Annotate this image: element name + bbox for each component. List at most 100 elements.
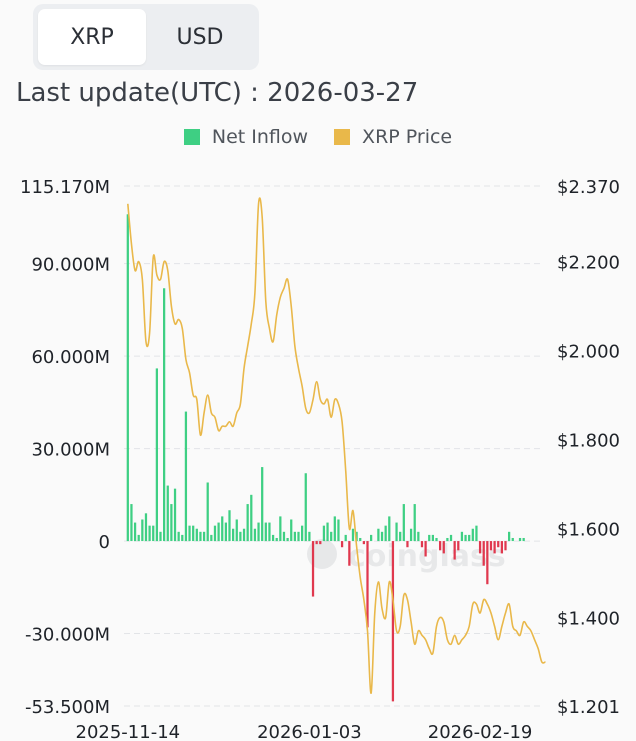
net-inflow-bar [508,531,511,542]
y-right-tick-label: $1.800 [557,431,620,452]
net-inflow-bar [221,516,224,542]
net-inflow-bar [413,504,416,542]
net-inflow-bar [471,528,474,542]
legend-xrp-price[interactable]: XRP Price [334,126,452,148]
net-inflow-bar [188,525,191,542]
net-inflow-bar [351,528,355,542]
net-inflow-bar [380,531,384,542]
net-inflow-bar [388,516,391,542]
net-inflow-bar [449,534,453,542]
net-inflow-bar [235,519,238,542]
net-inflow-bar [362,541,365,545]
net-inflow-bar [355,531,358,542]
y-right-tick-label: $2.370 [557,177,620,198]
net-inflow-bar [409,528,413,542]
y-right-tick-label: $2.000 [557,342,620,363]
net-inflow-bar [493,541,496,554]
y-right-tick-label: $1.201 [557,697,620,718]
net-inflow-bar [402,504,405,542]
net-inflow-bar [366,541,369,628]
net-inflow-bar [126,214,129,542]
net-inflow-bar [133,522,137,542]
net-inflow-bar [424,541,427,557]
net-inflow-bar [177,531,180,542]
net-inflow-bar [304,473,307,542]
net-inflow-bar [442,541,445,554]
net-inflow-bar [319,541,322,545]
y-left-tick-label: 30.000M [31,440,110,461]
net-inflow-bar [511,537,514,542]
net-inflow-bar [406,541,409,548]
net-inflow-bar [242,528,246,542]
net-inflow-bar [322,525,326,542]
net-inflow-bar [482,541,485,566]
net-inflow-bar [460,531,464,542]
y-right-tick-label: $1.400 [557,608,620,629]
net-inflow-bar [246,504,249,542]
net-inflow-bar [199,531,202,542]
x-tick-label: 2025-11-14 [76,722,181,741]
net-inflow-bar [468,534,471,542]
net-inflow-bar [311,541,315,597]
net-inflow-bar [340,541,344,548]
net-inflow-bar [359,537,362,542]
net-inflow-bar [522,537,525,542]
net-inflow-bar [435,537,438,542]
net-inflow-bar [446,537,449,542]
y-left-tick-label: 60.000M [31,347,110,368]
net-inflow-bar [478,541,482,554]
net-inflow-bar [261,467,264,542]
net-inflow-bar [518,537,522,542]
net-inflow-bar [475,525,478,542]
net-inflow-bar [326,522,329,542]
coinglass-watermark-text: coinglass [348,539,506,574]
net-inflow-bar [333,516,336,542]
net-inflow-bar [253,528,257,542]
y-left-tick-label: -53.500M [25,697,110,718]
net-inflow-bar [210,534,213,542]
net-inflow-bar [344,534,347,542]
net-inflow-bar [232,528,235,542]
net-inflow-bar [130,504,133,542]
legend-net-inflow[interactable]: Net Inflow [183,126,308,148]
net-inflow-bar [370,534,373,542]
xrp-price-swatch [334,129,351,145]
tab-xrp[interactable]: XRP [38,9,146,65]
net-inflow-bar [195,528,198,542]
net-inflow-bar [431,534,434,542]
net-inflow-bar [217,522,220,542]
net-inflow-bar [257,522,260,542]
net-inflow-bar [264,522,267,542]
net-inflow-bar [279,516,282,542]
net-inflow-bar [297,531,300,542]
net-inflow-bar [166,485,169,542]
net-inflow-bar [163,288,166,542]
net-inflow-bar [330,531,333,542]
net-inflow-bar [395,522,398,542]
net-inflow-bar [250,494,253,542]
net-inflow-bar [286,537,289,542]
net-inflow-bar [159,531,162,542]
net-inflow-bar [202,531,206,542]
net-inflow-bar [308,531,311,542]
legend-xrp-price-label: XRP Price [362,126,453,148]
currency-toggle: XRP USD [33,4,259,70]
net-inflow-bar [420,541,424,548]
net-inflow-bar [137,534,140,542]
net-inflow-bar [417,531,420,542]
x-tick-label: 2026-01-03 [257,722,362,741]
net-inflow-swatch [183,129,200,145]
y-right-tick-label: $2.200 [557,253,620,274]
net-inflow-bar [504,541,507,551]
net-inflow-bar [224,522,227,542]
net-inflow-bar [464,534,467,542]
tab-usd[interactable]: USD [176,24,224,50]
net-inflow-bar [184,411,188,542]
net-inflow-bar [428,534,431,542]
net-inflow-bar [213,525,217,542]
net-inflow-bar [268,522,271,542]
net-inflow-bar [206,482,209,542]
x-tick-label: 2026-02-19 [428,722,533,741]
y-left-tick-label: 90.000M [31,255,110,276]
net-inflow-bar [282,531,286,542]
